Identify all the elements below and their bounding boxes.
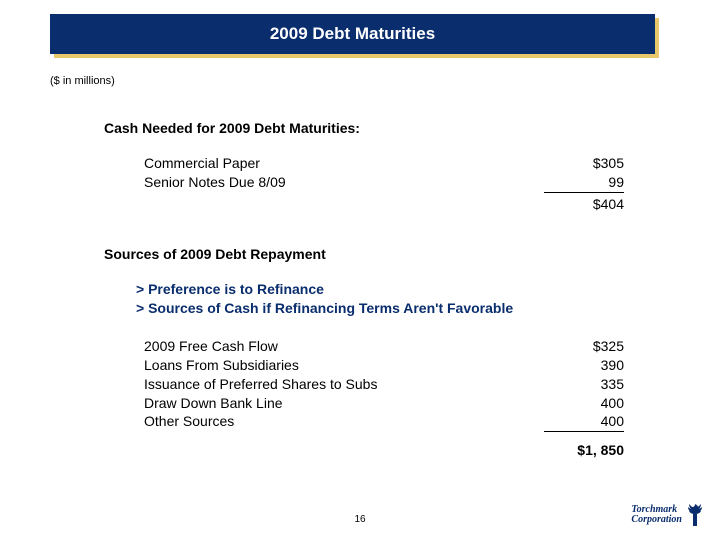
item-label: 2009 Free Cash Flow — [144, 337, 544, 356]
section2-items: 2009 Free Cash Flow $325 Loans From Subs… — [144, 337, 624, 432]
content-area: Cash Needed for 2009 Debt Maturities: Co… — [104, 120, 624, 458]
item-value: 99 — [544, 173, 624, 193]
item-value: $1, 850 — [544, 442, 624, 458]
line-item: Issuance of Preferred Shares to Subs 335 — [144, 375, 624, 394]
item-label: Draw Down Bank Line — [144, 394, 544, 413]
item-value: 400 — [544, 394, 624, 413]
section2-heading: Sources of 2009 Debt Repayment — [104, 246, 624, 262]
section1-heading: Cash Needed for 2009 Debt Maturities: — [104, 120, 624, 136]
footer-brand: Torchmark Corporation — [631, 504, 704, 526]
line-item: Draw Down Bank Line 400 — [144, 394, 624, 413]
line-item: Loans From Subsidiaries 390 — [144, 356, 624, 375]
section2-total: $1, 850 — [104, 442, 624, 458]
brand-line2: Corporation — [631, 515, 682, 526]
brand-text: Torchmark Corporation — [631, 505, 682, 526]
preference-line: > Sources of Cash if Refinancing Terms A… — [136, 299, 624, 319]
line-item: Commercial Paper $305 — [144, 154, 624, 173]
item-value: 400 — [544, 412, 624, 432]
item-label: Commercial Paper — [144, 154, 544, 173]
item-value: 390 — [544, 356, 624, 375]
preference-line: > Preference is to Refinance — [136, 280, 624, 300]
item-label: Issuance of Preferred Shares to Subs — [144, 375, 544, 394]
item-value: $404 — [544, 193, 624, 214]
line-item: Other Sources 400 — [144, 412, 624, 432]
slide-title: 2009 Debt Maturities — [270, 24, 435, 44]
item-label — [144, 193, 544, 214]
line-item: 2009 Free Cash Flow $325 — [144, 337, 624, 356]
item-label: Loans From Subsidiaries — [144, 356, 544, 375]
preferences-block: > Preference is to Refinance > Sources o… — [136, 280, 624, 319]
page-number: 16 — [0, 514, 720, 525]
line-item: Senior Notes Due 8/09 99 — [144, 173, 624, 193]
item-label: Other Sources — [144, 412, 544, 432]
section1-total: $404 — [144, 193, 624, 214]
section1-items: Commercial Paper $305 Senior Notes Due 8… — [144, 154, 624, 214]
title-bar-surface: 2009 Debt Maturities — [50, 14, 655, 54]
title-bar: 2009 Debt Maturities — [50, 14, 655, 54]
item-value: $305 — [544, 154, 624, 173]
torch-icon — [686, 504, 704, 526]
units-note: ($ in millions) — [50, 75, 115, 87]
item-value: 335 — [544, 375, 624, 394]
item-label: Senior Notes Due 8/09 — [144, 173, 544, 193]
item-value: $325 — [544, 337, 624, 356]
